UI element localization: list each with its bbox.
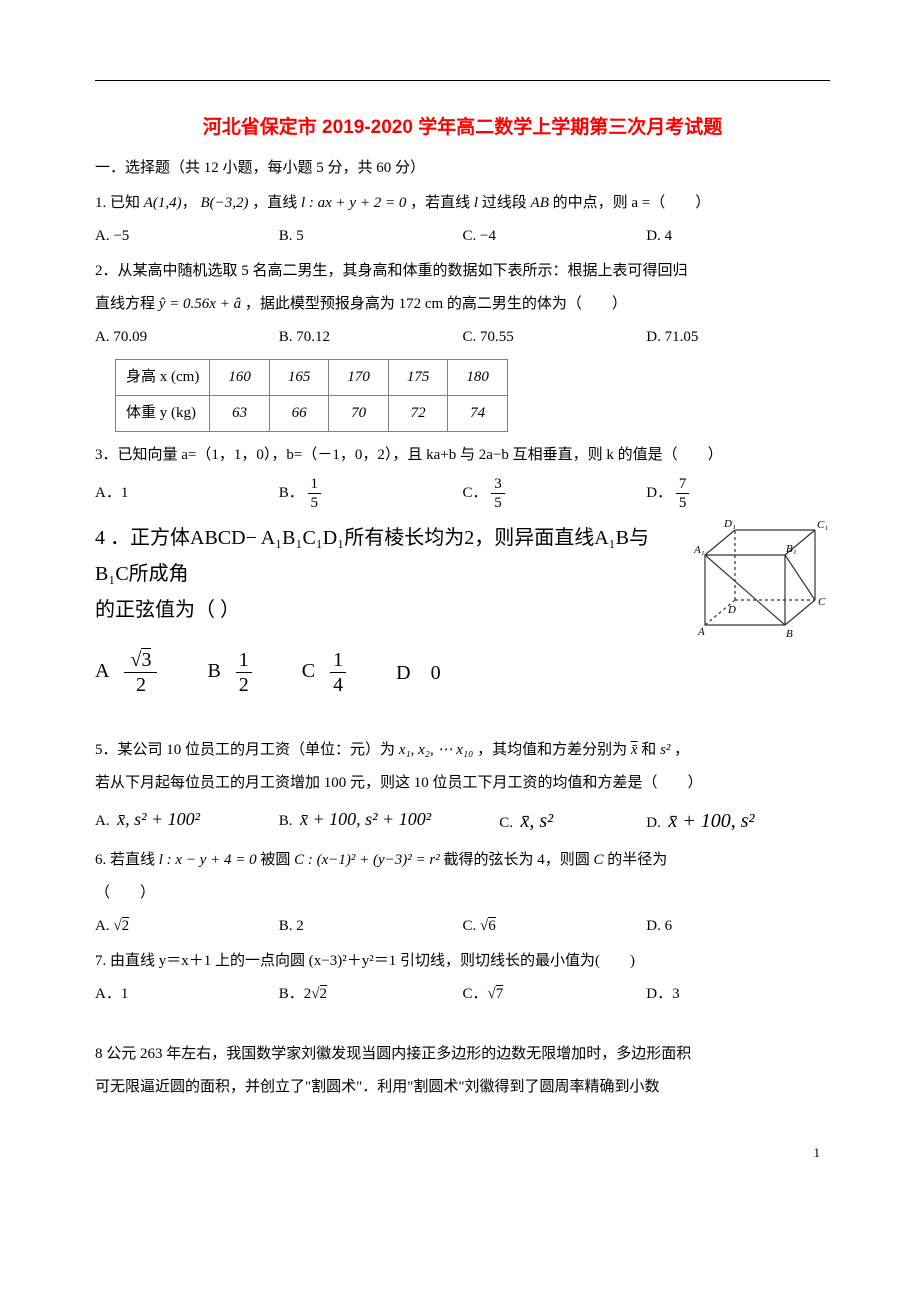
cube-figure: A B C D A₁ B₁ C₁ D₁ <box>690 510 830 649</box>
svg-text:A: A <box>697 626 705 638</box>
question-4: A B C D A₁ B₁ C₁ D₁ 4 ．正方体ABCD− A₁B₁C₁D₁… <box>95 520 830 697</box>
q1-B: B(−3,2) <box>200 195 248 211</box>
question-2: 2．从某高中随机选取 5 名高二男生，其身高和体重的数据如下表所示：根据上表可得… <box>95 258 830 285</box>
q4-opt-b: B 12 <box>207 648 251 697</box>
q4-opt-c: C 14 <box>302 648 346 697</box>
q4-opt-a: A √3 2 <box>95 648 157 697</box>
q1-eq: l : ax + y + 2 = 0 <box>301 195 406 211</box>
q5-vars: x₁, x₂, ⋯ x₁₀ <box>399 742 474 758</box>
q5-opt-a: A. x̄, s² + 100² <box>95 803 279 839</box>
q3-opt-b: B． 15 <box>279 475 463 512</box>
row1-label: 身高 x (cm) <box>116 360 210 396</box>
q4-opt-d: D 0 <box>396 655 440 691</box>
question-6: 6. 若直线 l : x − y + 4 = 0 被圆 C : (x−1)² +… <box>95 847 830 874</box>
q1-A: A(1,4) <box>144 195 182 211</box>
svg-text:A₁: A₁ <box>693 544 705 556</box>
q3-opt-a: A．1 <box>95 480 279 507</box>
q7-opt-d: D．3 <box>646 981 830 1008</box>
page-number: 1 <box>95 1141 830 1164</box>
q6-options: A. √2 B. 2 C. √6 D. 6 <box>95 913 830 940</box>
q2-line2: 直线方程 ŷ = 0.56x + â ，据此模型预报身高为 172 cm 的高二… <box>95 291 830 318</box>
q5-line2: 若从下月起每位员工的月工资增加 100 元，则这 10 位员工下月工资的均值和方… <box>95 770 830 797</box>
svg-text:B: B <box>786 628 793 640</box>
question-1: 1. 已知 A(1,4)， B(−3,2) ，直线 l : ax + y + 2… <box>95 190 830 217</box>
q7-options: A．1 B．2√2 C．√7 D．3 <box>95 981 830 1008</box>
q2-opt-d: D. 71.05 <box>646 324 830 351</box>
q1-opt-a: A. −5 <box>95 223 279 250</box>
q2-line1: 2．从某高中随机选取 5 名高二男生，其身高和体重的数据如下表所示：根据上表可得… <box>95 263 688 279</box>
q7-opt-a: A．1 <box>95 981 279 1008</box>
question-8-line2: 可无限逼近圆的面积，并创立了"割圆术"．利用"割圆术"刘徽得到了圆周率精确到小数 <box>95 1074 830 1101</box>
q1-opt-d: D. 4 <box>646 223 830 250</box>
q1-pre: 1. 已知 <box>95 195 140 211</box>
q1-opt-b: B. 5 <box>279 223 463 250</box>
q2-opt-b: B. 70.12 <box>279 324 463 351</box>
header-rule <box>95 80 830 81</box>
svg-text:C: C <box>818 596 826 608</box>
question-3: 3．已知向量 a=（1，1，0），b=（－1，0，2），且 ka+b 与 2a−… <box>95 442 830 469</box>
fraction: 12 <box>236 648 252 697</box>
q2-regression-eq: ŷ = 0.56x + â <box>159 296 241 312</box>
q5-options: A. x̄, s² + 100² B. x̄ + 100, s² + 100² … <box>95 803 830 839</box>
q2-opt-a: A. 70.09 <box>95 324 279 351</box>
fraction: 15 <box>308 475 322 512</box>
svg-text:D₁: D₁ <box>723 518 736 530</box>
fraction: 75 <box>676 475 690 512</box>
doc-title: 河北省保定市 2019-2020 学年高二数学上学期第三次月考试题 <box>95 111 830 145</box>
question-7: 7. 由直线 y＝x＋1 上的一点向圆 (x−3)²＋y²＝1 引切线，则切线长… <box>95 948 830 975</box>
q6-opt-c: C. √6 <box>463 913 647 940</box>
fraction: 35 <box>491 475 505 512</box>
question-5: 5．某公司 10 位员工的月工资（单位：元）为 x₁, x₂, ⋯ x₁₀ ，其… <box>95 737 830 764</box>
q5-opt-c: C. x̄, s² <box>499 803 646 839</box>
q5-opt-d: D. x̄ + 100, s² <box>646 803 830 839</box>
q2-table: 身高 x (cm) 160 165 170 175 180 体重 y (kg) … <box>115 359 508 432</box>
q4-options: A √3 2 B 12 C 14 D 0 <box>95 648 680 697</box>
svg-text:C₁: C₁ <box>817 519 828 531</box>
q3-opt-c: C． 35 <box>463 475 647 512</box>
table-row: 体重 y (kg) 63 66 70 72 74 <box>116 396 508 432</box>
svg-text:D: D <box>727 604 736 616</box>
q7-opt-c: C．√7 <box>463 981 647 1008</box>
q7-opt-b: B．2√2 <box>279 981 463 1008</box>
q2-opt-c: C. 70.55 <box>463 324 647 351</box>
q6-opt-a: A. √2 <box>95 913 279 940</box>
q3-options: A．1 B． 15 C． 35 D． 75 <box>95 475 830 512</box>
q2-options: A. 70.09 B. 70.12 C. 70.55 D. 71.05 <box>95 324 830 351</box>
row2-label: 体重 y (kg) <box>116 396 210 432</box>
fraction: √3 2 <box>124 648 157 697</box>
q6-circle-eq: C : (x−1)² + (y−3)² = r² <box>294 852 440 868</box>
q3-opt-d: D． 75 <box>646 475 830 512</box>
q5-opt-b: B. x̄ + 100, s² + 100² <box>279 803 500 839</box>
table-row: 身高 x (cm) 160 165 170 175 180 <box>116 360 508 396</box>
q6-opt-d: D. 6 <box>646 913 830 940</box>
fraction: 14 <box>330 648 346 697</box>
question-8-line1: 8 公元 263 年左右，我国数学家刘徽发现当圆内接正多边形的边数无限增加时，多… <box>95 1041 830 1068</box>
q1-opt-c: C. −4 <box>463 223 647 250</box>
q6-line-eq: l : x − y + 4 = 0 <box>159 852 257 868</box>
q1-options: A. −5 B. 5 C. −4 D. 4 <box>95 223 830 250</box>
svg-text:B₁: B₁ <box>786 543 797 555</box>
q6-opt-b: B. 2 <box>279 913 463 940</box>
section-head: 一．选择题（共 12 小题，每小题 5 分，共 60 分） <box>95 155 830 182</box>
